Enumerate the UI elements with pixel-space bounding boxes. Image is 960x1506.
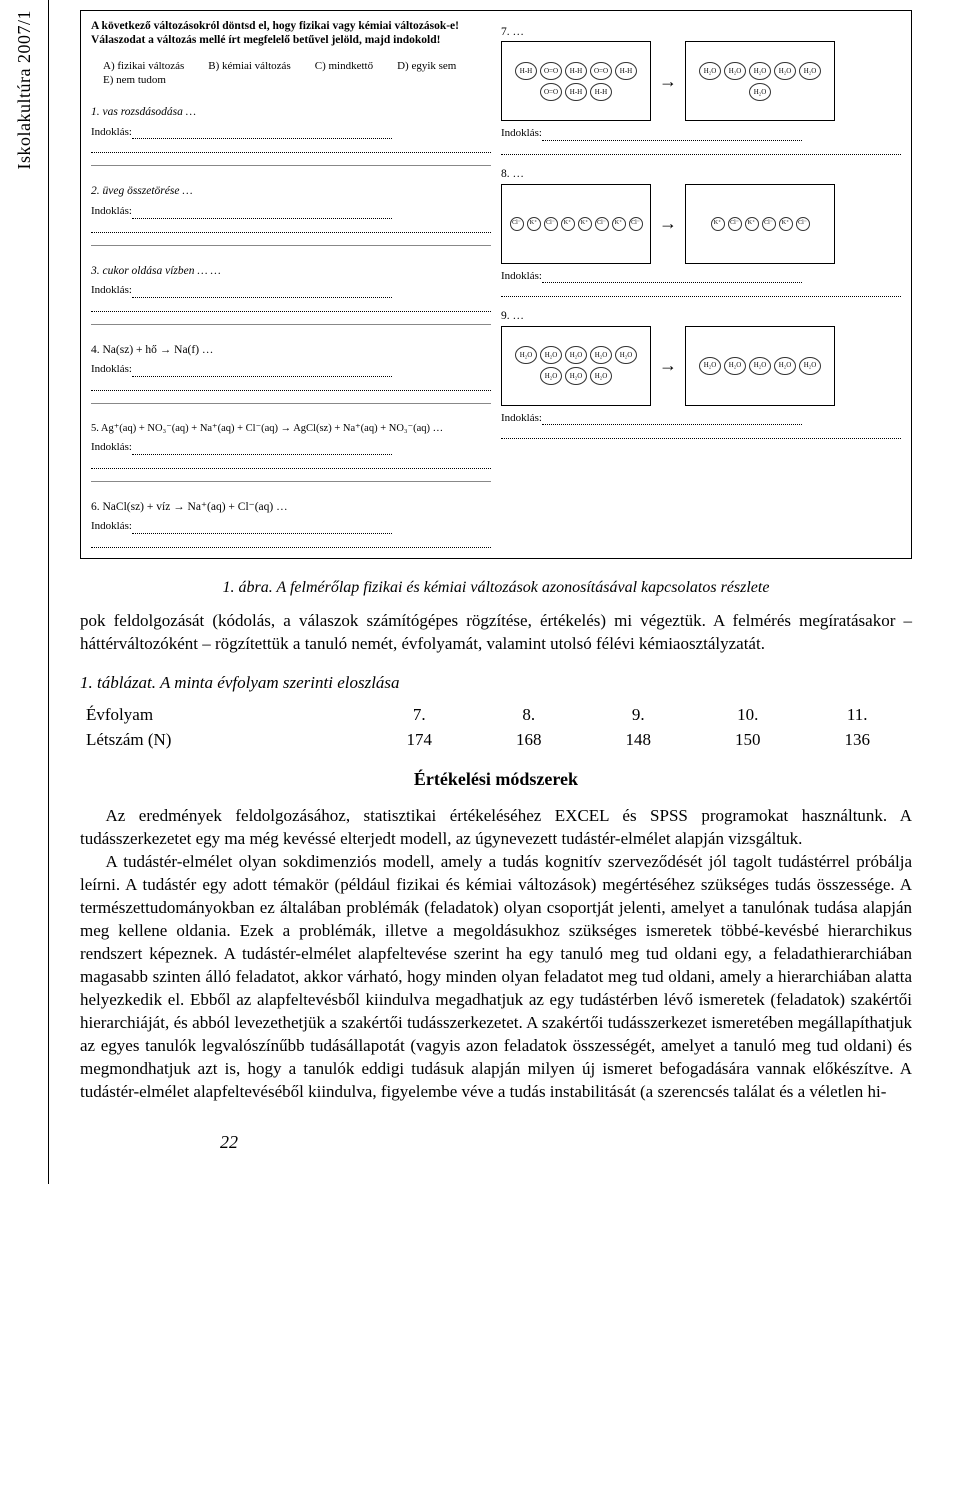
- section-heading: Értékelési módszerek: [80, 767, 912, 791]
- worksheet-item-4: 4. Na(sz) + hő → Na(f) … Indoklás:: [91, 343, 491, 391]
- worksheet-item-3: 3. cukor oldása vízben … … Indoklás:: [91, 264, 491, 312]
- journal-side-label: Iskolakultúra 2007/1: [12, 10, 36, 169]
- col-7: 7.: [365, 703, 474, 728]
- indoklas-label: Indoklás:: [91, 205, 132, 217]
- worksheet-item-2: 2. üveg összetörése … Indoklás:: [91, 184, 491, 232]
- val-11: 136: [802, 728, 912, 753]
- worksheet-item-1: 1. vas rozsdásodása … Indoklás:: [91, 105, 491, 153]
- arrow-icon: →: [659, 212, 677, 235]
- legend-a: A) fizikai változás: [103, 60, 184, 74]
- paragraph-methods-2: A tudástér-elmélet olyan sokdimenziós mo…: [80, 851, 912, 1103]
- row1-label: Évfolyam: [80, 703, 365, 728]
- indoklas-label: Indoklás:: [501, 127, 542, 139]
- col-10: 10.: [693, 703, 802, 728]
- arrow-icon: →: [659, 354, 677, 377]
- worksheet-item-7: 7. … H-HO=OH-H O=OH-HO=O H-HH-H → H₂OH₂O…: [501, 25, 901, 155]
- indoklas-label: Indoklás:: [91, 126, 132, 138]
- indoklas-label: Indoklás:: [91, 363, 132, 375]
- legend-d: D) egyik sem: [397, 60, 456, 74]
- table-title: 1. táblázat. A minta évfolyam szerinti e…: [80, 672, 912, 695]
- item-9-num: 9. …: [501, 309, 901, 323]
- item-5-text: 5. Ag⁺(aq) + NO₃⁻(aq) + Na⁺(aq) + Cl⁻(aq…: [91, 422, 491, 435]
- arrow-icon: →: [659, 70, 677, 93]
- page-number: 22: [220, 1130, 912, 1154]
- item-1-text: 1. vas rozsdásodása …: [91, 105, 491, 119]
- val-9: 148: [583, 728, 692, 753]
- figure-caption: 1. ábra. A felmérőlap fizikai és kémiai …: [80, 577, 912, 599]
- worksheet-left-col: A következő változásokról döntsd el, hog…: [91, 19, 491, 548]
- row2-label: Létszám (N): [80, 728, 365, 753]
- val-7: 174: [365, 728, 474, 753]
- val-10: 150: [693, 728, 802, 753]
- worksheet-item-5: 5. Ag⁺(aq) + NO₃⁻(aq) + Na⁺(aq) + Cl⁻(aq…: [91, 422, 491, 469]
- diagram-9: H₂OH₂OH₂O H₂OH₂OH₂O H₂OH₂O → H₂OH₂OH₂O H…: [501, 326, 901, 406]
- val-8: 168: [474, 728, 583, 753]
- worksheet-scan: A következő változásokról döntsd el, hog…: [80, 10, 912, 559]
- col-8: 8.: [474, 703, 583, 728]
- vertical-rule: [48, 0, 49, 1184]
- col-11: 11.: [802, 703, 912, 728]
- item-3-text: 3. cukor oldása vízben … …: [91, 264, 491, 278]
- indoklas-label: Indoklás:: [501, 270, 542, 282]
- worksheet-instructions: A következő változásokról döntsd el, hog…: [91, 19, 491, 48]
- indoklas-label: Indoklás:: [91, 284, 132, 296]
- table-row: Létszám (N) 174 168 148 150 136: [80, 728, 912, 753]
- diagram-8: Cl⁻K⁺Cl⁻K⁺ K⁺Cl⁻K⁺Cl⁻ → K⁺Cl⁻K⁺ Cl⁻K⁺Cl⁻: [501, 184, 901, 264]
- diagram-7: H-HO=OH-H O=OH-HO=O H-HH-H → H₂OH₂OH₂O H…: [501, 41, 901, 121]
- worksheet-item-6: 6. NaCl(sz) + víz → Na⁺(aq) + Cl⁻(aq) … …: [91, 500, 491, 548]
- paragraph-methods-1: Az eredmények feldolgozásához, statiszti…: [80, 805, 912, 851]
- table-row: Évfolyam 7. 8. 9. 10. 11.: [80, 703, 912, 728]
- item-8-num: 8. …: [501, 167, 901, 181]
- item-6-text: 6. NaCl(sz) + víz → Na⁺(aq) + Cl⁻(aq) …: [91, 500, 491, 514]
- paragraph-intro: pok feldolgozását (kódolás, a válaszok s…: [80, 610, 912, 656]
- worksheet-right-col: 7. … H-HO=OH-H O=OH-HO=O H-HH-H → H₂OH₂O…: [501, 19, 901, 548]
- col-9: 9.: [583, 703, 692, 728]
- worksheet-legend: A) fizikai változás B) kémiai változás C…: [103, 60, 485, 88]
- distribution-table: Évfolyam 7. 8. 9. 10. 11. Létszám (N) 17…: [80, 703, 912, 753]
- item-2-text: 2. üveg összetörése …: [91, 184, 491, 198]
- legend-b: B) kémiai változás: [208, 60, 290, 74]
- worksheet-item-9: 9. … H₂OH₂OH₂O H₂OH₂OH₂O H₂OH₂O → H₂OH₂O…: [501, 309, 901, 439]
- item-7-num: 7. …: [501, 25, 901, 39]
- worksheet-item-8: 8. … Cl⁻K⁺Cl⁻K⁺ K⁺Cl⁻K⁺Cl⁻ → K⁺Cl⁻K⁺ Cl⁻…: [501, 167, 901, 297]
- indoklas-label: Indoklás:: [91, 520, 132, 532]
- indoklas-label: Indoklás:: [91, 441, 132, 453]
- legend-e: E) nem tudom: [103, 74, 166, 88]
- indoklas-label: Indoklás:: [501, 412, 542, 424]
- legend-c: C) mindkettő: [315, 60, 373, 74]
- item-4-text: 4. Na(sz) + hő → Na(f) …: [91, 343, 491, 357]
